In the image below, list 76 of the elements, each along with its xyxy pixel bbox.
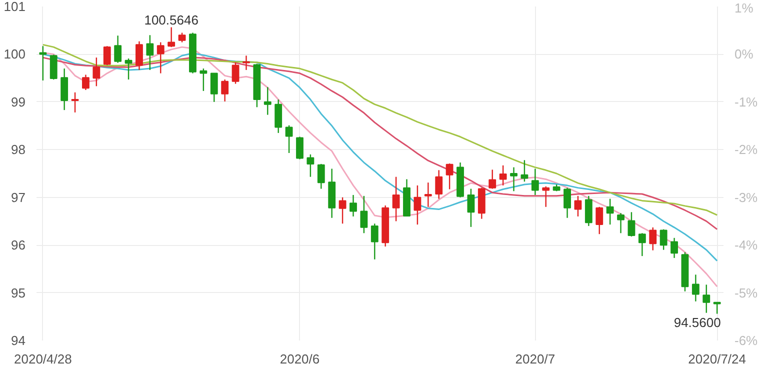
y2-tick-label: -6% [734,333,758,348]
y-tick-label: 95 [11,285,26,300]
candlestick [628,212,636,238]
y-tick-label: 100 [4,46,26,62]
candlestick [542,186,550,208]
candlestick [392,176,400,222]
candlestick [564,187,571,218]
candlestick [424,182,432,208]
y2-tick-label: -4% [734,238,758,253]
y-tick-label: 94 [11,333,26,348]
candlestick [499,164,507,186]
candlestick [692,274,700,302]
candlestick [168,26,176,48]
y2-tick-label: -3% [734,190,758,205]
candlestick [114,35,122,64]
candlestick [221,78,229,102]
y2-tick-label: 1% [734,0,754,16]
candlestick [264,86,272,116]
candlestick [370,223,378,260]
candlestick [531,168,539,196]
candlestick [617,212,624,234]
candlestick [317,163,325,190]
candlestick [638,232,646,257]
y-tick-label: 96 [11,238,26,253]
y2-tick-label: 0% [734,46,754,62]
x-tick-label: 2020/6 [280,352,320,366]
candlestick [649,226,657,251]
x-tick-label: 2020/7 [515,352,556,366]
candlestick [285,124,293,154]
candlestick [60,68,68,111]
candlestick [713,302,721,314]
candlestick [156,42,164,74]
candlestick [446,162,454,190]
candlestick [414,184,422,226]
candlestick [50,54,58,80]
candlestick [360,195,368,234]
candlestick [232,62,240,84]
annotation: 94.5600 [674,314,721,330]
candlestick [574,195,582,218]
candlestick [702,284,710,314]
candlestick [520,160,528,182]
x-tick-label: 2020/4/28 [14,352,72,366]
candlestick [606,198,614,226]
candlestick [82,74,90,91]
y-tick-label: 99 [11,94,26,110]
candlestick [660,228,668,250]
candlestick [435,170,443,200]
candlestick [584,195,592,227]
candlestick [274,98,282,134]
candlestick [510,166,518,192]
candlestick [338,196,346,224]
candlestick [136,40,143,71]
candlestick [306,154,314,178]
y-tick-label: 97 [11,190,26,205]
candlestick [103,46,111,66]
annotation: 100.5646 [144,12,198,28]
candlestick [242,55,250,71]
candlestick [210,72,218,103]
y-tick-label: 98 [11,142,26,158]
candlestick [350,194,357,218]
candlestick [488,169,496,190]
candlestick [670,237,678,259]
candlestick [296,136,304,160]
candlestick [178,32,186,43]
candlestick [467,188,475,228]
candlestick [92,56,100,87]
candlestick [596,206,604,235]
y2-tick-label: -1% [734,94,758,110]
candlestick [200,68,208,92]
y-tick-label: 101 [4,0,26,14]
candlestick [124,58,132,80]
x-tick-label: 2020/7/24 [688,352,746,366]
candlestick [71,92,79,114]
candlestick [146,34,154,71]
y2-tick-label: -5% [734,285,758,300]
y2-tick-label: -2% [734,142,758,158]
